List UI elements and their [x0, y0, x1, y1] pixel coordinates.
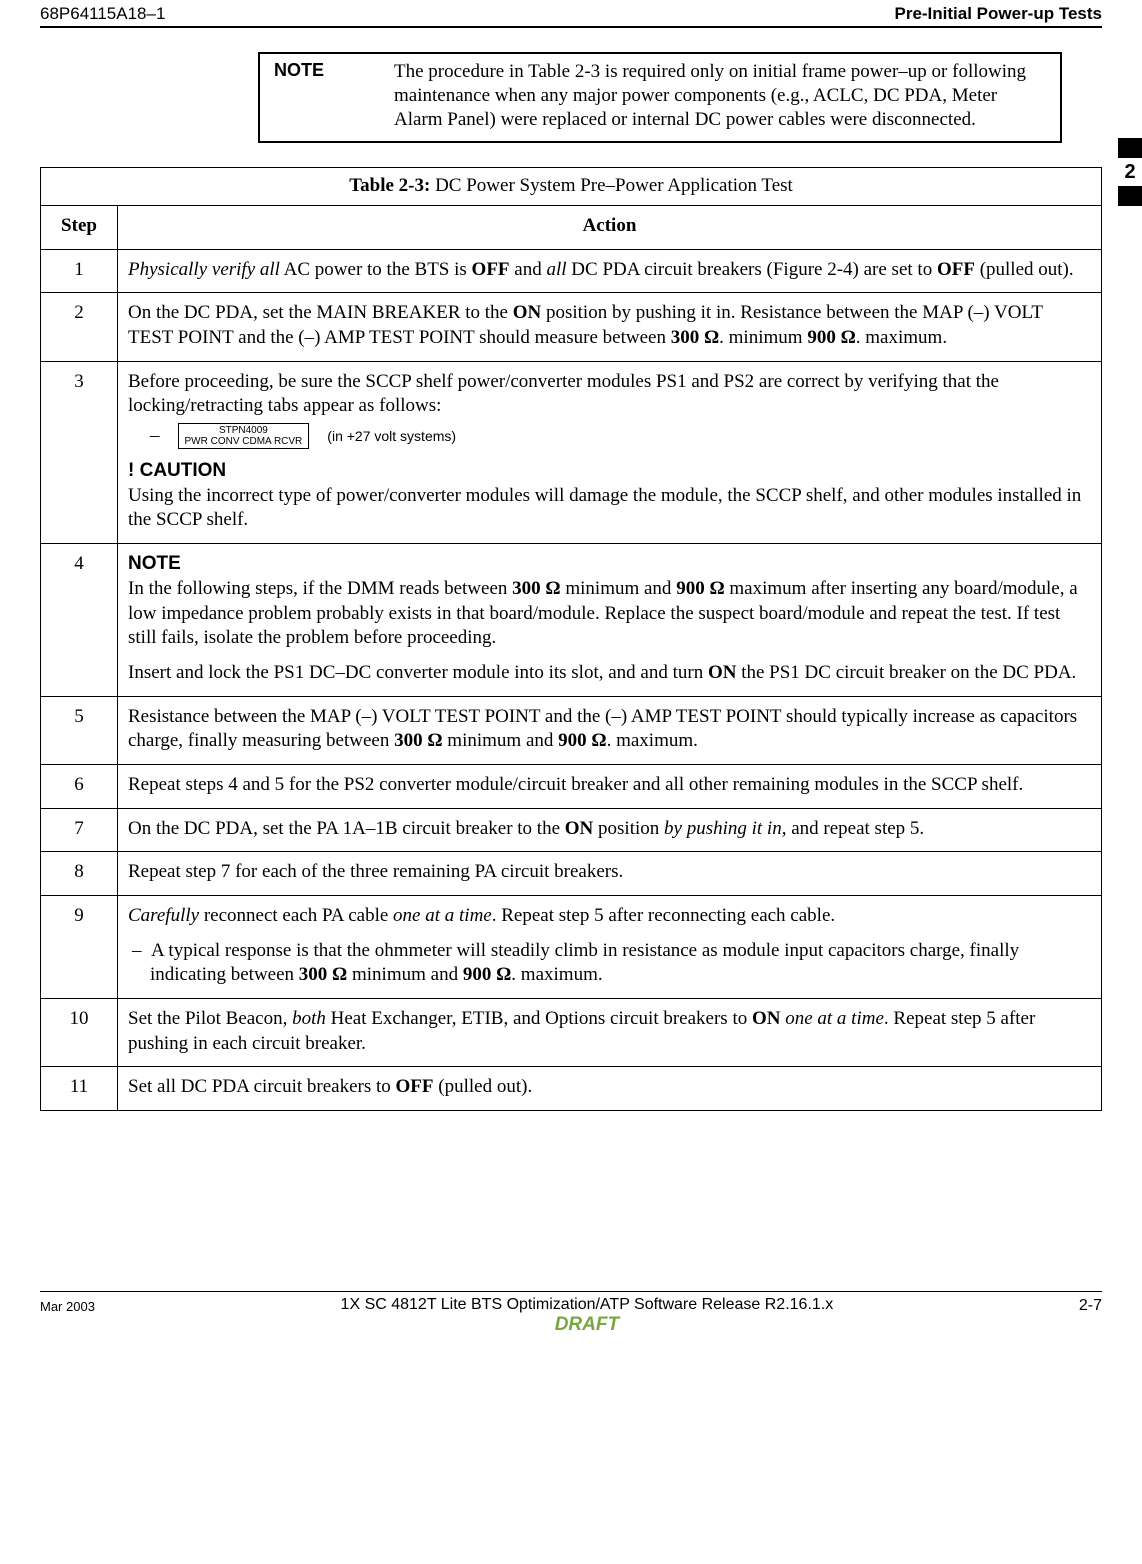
section-title: Pre-Initial Power-up Tests	[894, 4, 1102, 24]
step-number: 10	[41, 999, 118, 1067]
step-number: 1	[41, 249, 118, 293]
step-action: NOTE In the following steps, if the DMM …	[118, 544, 1102, 696]
step-note-heading: NOTE	[128, 552, 1091, 577]
table-caption-bold: Table 2-3:	[349, 175, 430, 196]
step-number: 3	[41, 361, 118, 543]
doc-number: 68P64115A18–1	[40, 4, 165, 24]
note-box: NOTE The procedure in Table 2-3 is requi…	[258, 52, 1062, 143]
footer-title: 1X SC 4812T Lite BTS Optimization/ATP So…	[95, 1296, 1079, 1314]
table-row: 11 Set all DC PDA circuit breakers to OF…	[41, 1067, 1102, 1111]
side-tab-top	[1118, 138, 1142, 158]
header-rule	[40, 26, 1102, 28]
step-note-text: In the following steps, if the DMM reads…	[128, 577, 1091, 651]
footer-draft: DRAFT	[95, 1314, 1079, 1336]
table-row: 4 NOTE In the following steps, if the DM…	[41, 544, 1102, 696]
step-action: Resistance between the MAP (–) VOLT TEST…	[118, 696, 1102, 764]
page-footer: Mar 2003 1X SC 4812T Lite BTS Optimizati…	[40, 1291, 1102, 1336]
bullet-dash: –	[150, 424, 160, 449]
caution-text: Using the incorrect type of power/conver…	[128, 484, 1091, 533]
table-row: 1 Physically verify all AC power to the …	[41, 249, 1102, 293]
procedure-table: Table 2-3: DC Power System Pre–Power App…	[40, 167, 1102, 1111]
footer-date: Mar 2003	[40, 1296, 95, 1314]
step-number: 6	[41, 764, 118, 808]
step4-body: Insert and lock the PS1 DC–DC converter …	[128, 661, 1091, 686]
caution-heading: ! CAUTION	[128, 459, 1091, 484]
step-action: On the DC PDA, set the PA 1A–1B circuit …	[118, 808, 1102, 852]
step9-line1: Carefully reconnect each PA cable one at…	[128, 904, 1091, 929]
module-system-note: (in +27 volt systems)	[327, 427, 456, 445]
step9-bullet: – A typical response is that the ohmmete…	[150, 939, 1091, 988]
table-row: 2 On the DC PDA, set the MAIN BREAKER to…	[41, 293, 1102, 361]
note-label: NOTE	[274, 60, 394, 131]
col-head-action: Action	[118, 205, 1102, 249]
step-number: 8	[41, 852, 118, 896]
step-action: Before proceeding, be sure the SCCP shel…	[118, 361, 1102, 543]
step-action: Set the Pilot Beacon, both Heat Exchange…	[118, 999, 1102, 1067]
side-tab-number: 2	[1118, 158, 1142, 186]
step-action: On the DC PDA, set the MAIN BREAKER to t…	[118, 293, 1102, 361]
table-row: 8 Repeat step 7 for each of the three re…	[41, 852, 1102, 896]
step-action: Physically verify all AC power to the BT…	[118, 249, 1102, 293]
footer-page-number: 2-7	[1079, 1296, 1102, 1315]
col-head-step: Step	[41, 205, 118, 249]
side-tab: 2	[1118, 138, 1142, 206]
step-number: 2	[41, 293, 118, 361]
step-number: 9	[41, 896, 118, 999]
table-row: 5 Resistance between the MAP (–) VOLT TE…	[41, 696, 1102, 764]
step-action: Repeat step 7 for each of the three rema…	[118, 852, 1102, 896]
page-header: 68P64115A18–1 Pre-Initial Power-up Tests	[40, 0, 1102, 26]
table-row: 6 Repeat steps 4 and 5 for the PS2 conve…	[41, 764, 1102, 808]
step-action: Carefully reconnect each PA cable one at…	[118, 896, 1102, 999]
step-action: Repeat steps 4 and 5 for the PS2 convert…	[118, 764, 1102, 808]
step-number: 4	[41, 544, 118, 696]
step-number: 7	[41, 808, 118, 852]
step-number: 5	[41, 696, 118, 764]
module-label-line2: PWR CONV CDMA RCVR	[185, 436, 303, 447]
table-row: 3 Before proceeding, be sure the SCCP sh…	[41, 361, 1102, 543]
note-text: The procedure in Table 2-3 is required o…	[394, 60, 1046, 131]
table-row: 10 Set the Pilot Beacon, both Heat Excha…	[41, 999, 1102, 1067]
table-row: 7 On the DC PDA, set the PA 1A–1B circui…	[41, 808, 1102, 852]
module-label-box: STPN4009 PWR CONV CDMA RCVR	[178, 423, 310, 449]
side-tab-bottom	[1118, 186, 1142, 206]
table-row: 9 Carefully reconnect each PA cable one …	[41, 896, 1102, 999]
table-caption-rest: DC Power System Pre–Power Application Te…	[430, 175, 792, 196]
step-number: 11	[41, 1067, 118, 1111]
step-action: Set all DC PDA circuit breakers to OFF (…	[118, 1067, 1102, 1111]
module-label-line1: STPN4009	[185, 425, 303, 436]
step3-intro: Before proceeding, be sure the SCCP shel…	[128, 370, 1091, 419]
table-caption: Table 2-3: DC Power System Pre–Power App…	[41, 168, 1102, 206]
